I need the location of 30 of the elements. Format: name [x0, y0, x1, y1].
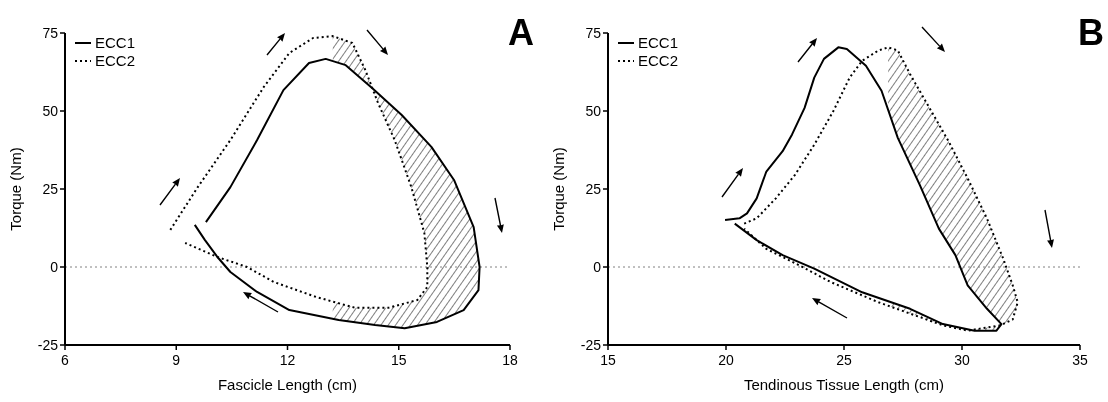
legend-label: ECC2 [638, 52, 679, 70]
legend-label: ECC1 [95, 34, 136, 52]
x-tick-label: 18 [502, 352, 518, 368]
x-axis-title: Fascicle Length (cm) [217, 376, 358, 393]
y-axis-title: Torque (Nm) [7, 147, 24, 231]
y-tick-label: 0 [50, 258, 59, 275]
y-tick-label: -25 [37, 336, 59, 353]
y-tick-label: 25 [585, 180, 602, 197]
x-tick-label: 9 [172, 352, 181, 368]
legend-label: ECC1 [638, 34, 679, 52]
y-tick-label: -25 [580, 336, 602, 353]
x-tick-label: 30 [954, 352, 970, 368]
chart-title: A [508, 12, 534, 53]
x-tick-label: 35 [1072, 352, 1088, 368]
y-axis-title: Torque (Nm) [550, 147, 567, 231]
y-tick-label: 25 [42, 180, 59, 197]
x-axis-title: Tendinous Tissue Length (cm) [743, 376, 945, 393]
y-tick-label: 50 [42, 102, 59, 119]
x-tick-label: 25 [836, 352, 852, 368]
x-tick-label: 15 [600, 352, 616, 368]
x-tick-label: 20 [718, 352, 734, 368]
y-tick-label: 50 [585, 102, 602, 119]
chart-title: B [1078, 12, 1104, 53]
y-tick-label: 75 [585, 24, 602, 41]
legend-label: ECC2 [95, 52, 136, 70]
x-tick-label: 15 [390, 352, 407, 368]
x-tick-label: 12 [279, 352, 296, 368]
x-tick-label: 6 [61, 352, 70, 368]
y-tick-label: 0 [593, 258, 602, 275]
y-tick-label: 75 [42, 24, 59, 41]
